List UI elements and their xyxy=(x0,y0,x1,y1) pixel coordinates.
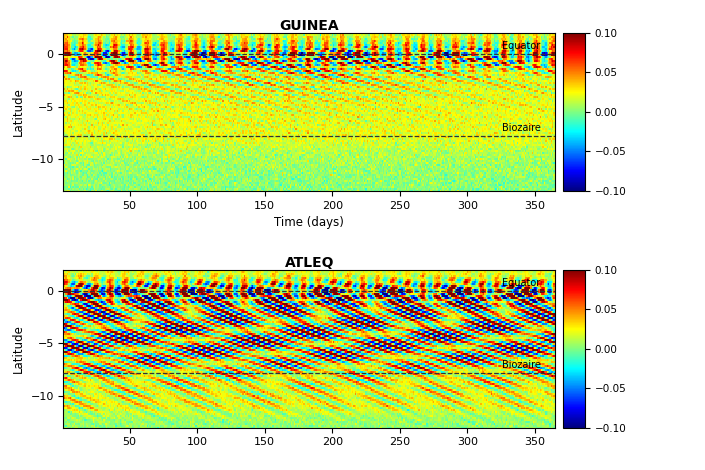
Y-axis label: Latitude: Latitude xyxy=(12,324,25,373)
X-axis label: Time (days): Time (days) xyxy=(274,216,344,229)
Text: Equator: Equator xyxy=(502,41,541,51)
Y-axis label: Latitude: Latitude xyxy=(12,87,25,136)
Text: Equator: Equator xyxy=(502,278,541,288)
Title: ATLEQ: ATLEQ xyxy=(285,256,334,270)
Title: GUINEA: GUINEA xyxy=(280,19,339,33)
Text: Biozaire: Biozaire xyxy=(502,124,541,133)
Text: Biozaire: Biozaire xyxy=(502,360,541,370)
